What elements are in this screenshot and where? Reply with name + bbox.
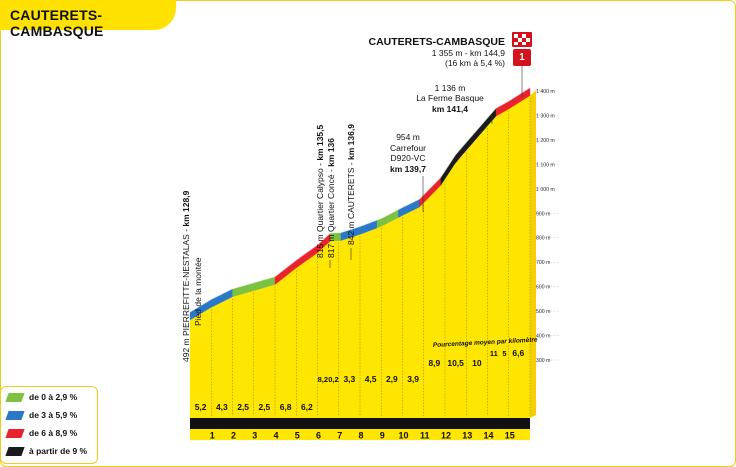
finish-line1: 1 355 m - km 144,9 (432, 48, 506, 58)
gradient-ribbon (189, 87, 531, 321)
pierrefitte-text: 492 m PIERREFITTE-NESTALAS - (181, 227, 191, 362)
km-number-label: 13 (462, 431, 472, 441)
km-gradient-label: 4,3 (216, 402, 228, 412)
km-number-label: 1 (210, 431, 215, 441)
cauterets-text: 842 m CAUTERETS - (346, 160, 356, 245)
page-title: CAUTERETS- CAMBASQUE (10, 7, 104, 39)
altitude-ticks: 300 m 400 m 500 m 600 m 700 m 800 m 900 m 1 000… (536, 89, 555, 364)
altitude-tick-label: 1 100 m (536, 162, 555, 168)
altitude-tick-label: 1 200 m (536, 138, 555, 144)
altitude-tick-label: 800 m (536, 236, 550, 242)
cauterets-km: km 136,9 (346, 124, 356, 160)
altitude-tick-label: 300 m (536, 358, 550, 364)
legend-swatch-blue (5, 411, 25, 420)
cauterets-label: 842 m CAUTERETS - km 136,9 (346, 124, 356, 245)
conce-label: 817 m Quartier Concé - km 136 (326, 138, 336, 258)
altitude-tick-label: 500 m (536, 309, 550, 315)
ribbon-highlight (189, 87, 531, 313)
km-gradient-label: 6,6 (512, 348, 524, 358)
km-gradient-label: 2,5 (237, 402, 249, 412)
km-gradient-label: 11 (490, 349, 498, 358)
km-number-label: 6 (316, 431, 321, 441)
conce-text: 817 m Quartier Concé - (326, 167, 336, 258)
altitude-tick-label: 1 400 m (536, 89, 555, 95)
km-gradient-label: 6,8 (280, 402, 292, 412)
carrefour-alt: 954 m (396, 132, 420, 142)
km-number-label: 8 (358, 431, 363, 441)
altitude-tick-label: 1 300 m (536, 113, 555, 119)
km-gradient-label: 2,5 (258, 402, 270, 412)
altitude-tick-label: 900 m (536, 211, 550, 217)
legend-swatch-black (5, 447, 25, 456)
pierrefitte-sub: Pied de la montée (193, 257, 203, 326)
km-labels: 1 2 3 4 5 6 7 8 9 10 11 12 13 14 15 (210, 431, 515, 441)
km-gradient-label: 3,3 (343, 374, 355, 384)
legend-swatch-green (5, 393, 25, 402)
altitude-tick-label: 1 000 m (536, 187, 555, 193)
altitude-tick-label: 600 m (536, 285, 550, 291)
calypso-label: 815 m Quartier Calypso - km 135,5 (315, 124, 325, 258)
legend-label: de 0 à 2,9 % (29, 392, 78, 402)
legend-label: à partir de 9 % (29, 446, 88, 456)
finish-badge: 1 (513, 49, 531, 66)
km-number-label: 12 (441, 431, 451, 441)
profile-base (190, 90, 536, 440)
km-gradient-label: 8,2 (318, 375, 328, 384)
finish-name: CAUTERETS-CAMBASQUE (369, 36, 506, 48)
ferme-alt: 1 136 m (435, 83, 466, 93)
km-number-label: 10 (398, 431, 408, 441)
legend-label: de 3 à 5,9 % (29, 410, 78, 420)
km-gradient-label: 5 (502, 349, 506, 358)
km-number-label: 5 (295, 431, 300, 441)
altitude-tick-label: 700 m (536, 260, 550, 266)
km-number-label: 11 (420, 431, 430, 441)
gradient-legend: de 0 à 2,9 % de 3 à 5,9 % de 6 à 8,9 % à… (0, 386, 98, 464)
title-tab: CAUTERETS- CAMBASQUE (0, 0, 176, 39)
km-number-label: 2 (231, 431, 236, 441)
ferme-name: La Ferme Basque (416, 93, 484, 103)
finish-line2: (16 km à 5,4 %) (445, 58, 505, 68)
ferme-km: km 141,4 (432, 104, 468, 114)
km-strip-inner (190, 429, 530, 440)
altitude-tick-label: 400 m (536, 334, 550, 340)
legend-label: de 6 à 8,9 % (29, 428, 78, 438)
km-gradient-label: 10,5 (447, 358, 464, 368)
km-gradient-label: 4,5 (365, 374, 377, 384)
km-number-label: 15 (505, 431, 515, 441)
km-gradient-label: 3,9 (407, 374, 419, 384)
km-gradient-label: 5,2 (195, 402, 207, 412)
calypso-text: 815 m Quartier Calypso - (315, 161, 325, 258)
gradient-labels: 5,2 4,3 2,5 2,5 6,8 6,2 8,2 0,2 3,3 4,5 2,9 3,9 8,9 1… (195, 348, 525, 412)
carrefour-name2: D920-VC (391, 153, 426, 163)
carrefour-km: km 139,7 (390, 164, 426, 174)
carrefour-name1: Carrefour (390, 143, 426, 153)
km-number-label: 9 (380, 431, 385, 441)
km-number-label: 14 (483, 431, 493, 441)
km-gradient-label: 0,2 (328, 375, 338, 384)
pierrefitte-km: km 128,9 (181, 190, 191, 226)
finish-flag-icon (512, 32, 532, 47)
km-number-label: 7 (337, 431, 342, 441)
km-number-label: 4 (273, 431, 278, 441)
calypso-km: km 135,5 (315, 124, 325, 160)
km-gradient-label: 2,9 (386, 374, 398, 384)
km-number-label: 3 (252, 431, 257, 441)
profile-side (530, 90, 536, 419)
legend-swatch-red (5, 429, 25, 438)
grid-lines (530, 90, 560, 361)
km-gradient-label: 10 (472, 358, 482, 368)
conce-km: km 136 (326, 138, 336, 167)
km-gradient-label: 8,9 (428, 358, 440, 368)
km-gradient-label: 6,2 (301, 402, 313, 412)
pierrefitte-label: 492 m PIERREFITTE-NESTALAS - km 128,9 (181, 190, 191, 362)
